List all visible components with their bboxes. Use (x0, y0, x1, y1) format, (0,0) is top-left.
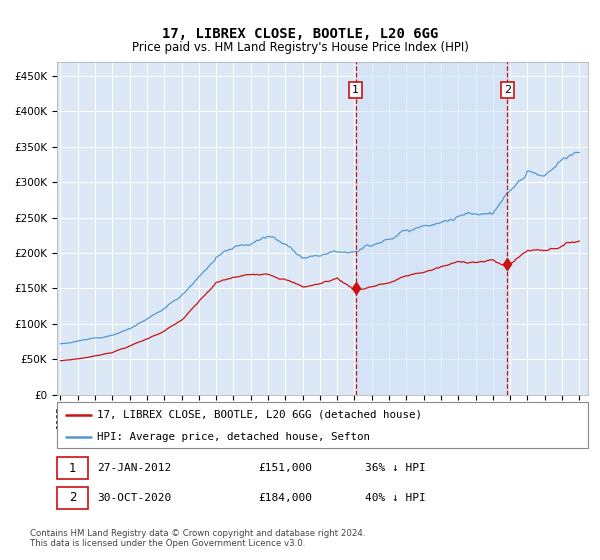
Text: 17, LIBREX CLOSE, BOOTLE, L20 6GG: 17, LIBREX CLOSE, BOOTLE, L20 6GG (162, 27, 438, 41)
Text: 2: 2 (68, 492, 76, 505)
Text: 2: 2 (503, 85, 511, 95)
Text: 27-JAN-2012: 27-JAN-2012 (97, 463, 171, 473)
Text: Price paid vs. HM Land Registry's House Price Index (HPI): Price paid vs. HM Land Registry's House … (131, 40, 469, 54)
Text: £184,000: £184,000 (259, 493, 313, 503)
FancyBboxPatch shape (57, 458, 88, 479)
Text: 1: 1 (352, 85, 359, 95)
Text: 30-OCT-2020: 30-OCT-2020 (97, 493, 171, 503)
Text: Contains HM Land Registry data © Crown copyright and database right 2024.
This d: Contains HM Land Registry data © Crown c… (30, 529, 365, 548)
Text: 40% ↓ HPI: 40% ↓ HPI (365, 493, 426, 503)
FancyBboxPatch shape (57, 402, 588, 448)
Text: HPI: Average price, detached house, Sefton: HPI: Average price, detached house, Seft… (97, 432, 370, 441)
Bar (356, 62, 507, 395)
Text: 36% ↓ HPI: 36% ↓ HPI (365, 463, 426, 473)
Text: 1: 1 (68, 462, 76, 475)
Text: 17, LIBREX CLOSE, BOOTLE, L20 6GG (detached house): 17, LIBREX CLOSE, BOOTLE, L20 6GG (detac… (97, 410, 422, 420)
Text: £151,000: £151,000 (259, 463, 313, 473)
FancyBboxPatch shape (57, 487, 88, 509)
